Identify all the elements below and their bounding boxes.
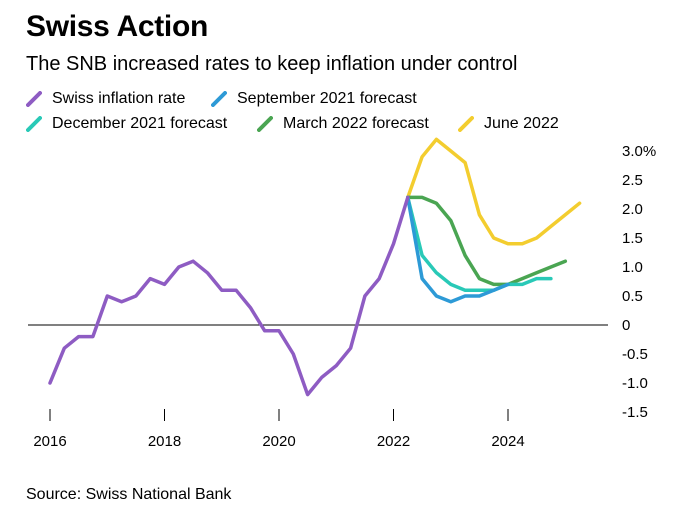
y-tick-label: 3.0% xyxy=(622,143,656,160)
y-tick-label: 2.5 xyxy=(622,172,643,189)
y-tick-label: 1.5 xyxy=(622,230,643,247)
y-tick-label: 1.0 xyxy=(622,259,643,276)
legend-swatch-june-2022 xyxy=(458,116,474,132)
series-line-march-2022-forecast xyxy=(406,195,568,287)
y-tick-label: 2.0 xyxy=(622,201,643,218)
x-tick-label: 2016 xyxy=(33,433,66,450)
legend-label: March 2022 forecast xyxy=(283,115,429,132)
x-tick-label: 2022 xyxy=(377,433,410,450)
y-tick-label: -1.5 xyxy=(622,404,648,421)
legend-swatch-december-2021 xyxy=(26,116,42,132)
series-line-swiss-inflation-rate xyxy=(48,195,410,397)
y-tick-label: 0 xyxy=(622,317,630,334)
legend-label: June 2022 xyxy=(484,115,559,132)
legend-swatch-swiss-inflation xyxy=(26,91,42,107)
y-tick-label: -1.0 xyxy=(622,375,648,392)
y-tick-label: 0.5 xyxy=(622,288,643,305)
x-tick-label: 2018 xyxy=(148,433,181,450)
series-line-september-2021-forecast xyxy=(406,195,510,304)
chart-title: Swiss Action xyxy=(26,10,208,43)
legend-swatch-september-2021 xyxy=(211,91,227,107)
source-note: Source: Swiss National Bank xyxy=(26,486,232,503)
chart-subtitle: The SNB increased rates to keep inflatio… xyxy=(26,53,518,75)
legend-label: September 2021 forecast xyxy=(237,90,417,107)
series-line-december-2021-forecast xyxy=(406,195,553,292)
legend-label: December 2021 forecast xyxy=(52,115,228,132)
legend-swatch-march-2022 xyxy=(257,116,273,132)
legend-label: Swiss inflation rate xyxy=(52,90,186,107)
y-tick-label: -0.5 xyxy=(622,346,648,363)
series-line-june-2022 xyxy=(406,137,582,246)
x-tick-label: 2020 xyxy=(262,433,295,450)
x-tick-label: 2024 xyxy=(491,433,524,450)
